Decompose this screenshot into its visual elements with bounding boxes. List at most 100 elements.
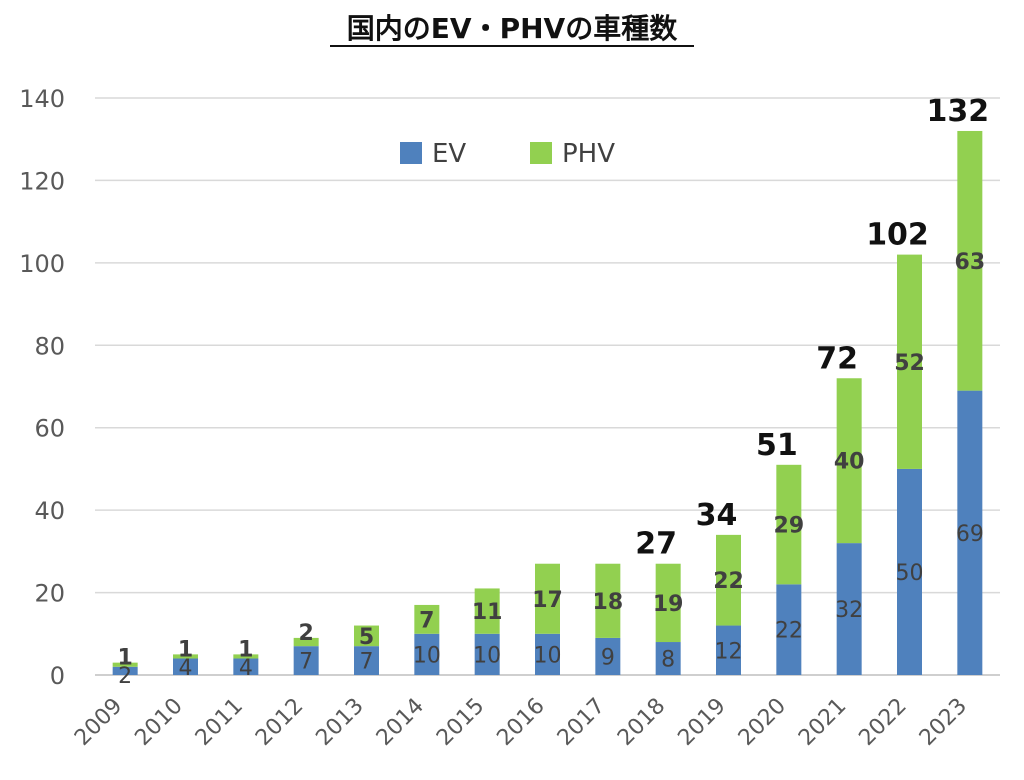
bars xyxy=(112,130,983,675)
y-tick-label-40: 40 xyxy=(34,497,65,525)
x-tick-label-2018: 2018 xyxy=(613,694,670,751)
bar-phv-2016 xyxy=(535,563,560,634)
x-tick-label-2017: 2017 xyxy=(553,694,610,751)
label-phv-2009: 1 xyxy=(118,646,133,671)
label-phv-2016: 17 xyxy=(532,588,563,613)
x-tick-label-2015: 2015 xyxy=(432,694,489,751)
bar-ev-2023 xyxy=(957,390,983,675)
y-tick-label-80: 80 xyxy=(34,332,65,360)
label-phv-2022: 52 xyxy=(894,351,925,376)
label-ev-2017: 9 xyxy=(601,645,615,670)
bar-phv-2014 xyxy=(414,604,440,634)
gridlines xyxy=(95,97,1000,594)
x-tick-label-2022: 2022 xyxy=(854,694,911,751)
total-label-2021: 72 xyxy=(816,341,858,376)
label-ev-2018: 8 xyxy=(661,648,675,673)
bar-ev-2016 xyxy=(535,633,560,675)
total-label-2018: 27 xyxy=(635,527,677,562)
bar-phv-2021 xyxy=(836,378,862,544)
bar-ev-2012 xyxy=(293,646,319,675)
label-ev-2015: 10 xyxy=(473,643,501,668)
x-tick-label-2019: 2019 xyxy=(673,694,730,751)
y-tick-label-60: 60 xyxy=(34,415,65,443)
total-label-2022: 102 xyxy=(866,218,929,253)
label-phv-2013: 5 xyxy=(359,625,374,650)
x-tick-label-2010: 2010 xyxy=(130,694,187,751)
x-tick-label-2023: 2023 xyxy=(915,694,972,751)
label-phv-2017: 18 xyxy=(593,590,624,615)
y-tick-label-100: 100 xyxy=(19,250,65,278)
label-ev-2023: 69 xyxy=(956,522,984,547)
label-phv-2010: 1 xyxy=(178,637,193,662)
bar-ev-2010 xyxy=(173,658,198,675)
bar-phv-2017 xyxy=(595,563,621,638)
label-ev-2019: 12 xyxy=(715,639,743,664)
bar-phv-2020 xyxy=(776,464,802,585)
bar-ev-2009 xyxy=(112,666,138,675)
label-phv-2012: 2 xyxy=(299,621,314,646)
x-tick-label-2014: 2014 xyxy=(372,694,429,751)
label-ev-2012: 7 xyxy=(299,650,313,675)
y-tick-label-0: 0 xyxy=(50,662,65,690)
label-ev-2021: 32 xyxy=(835,598,863,623)
bar-ev-2017 xyxy=(595,637,621,675)
bar-phv-2012 xyxy=(293,637,319,647)
bar-phv-2019 xyxy=(716,534,741,626)
bar-ev-2015 xyxy=(474,633,500,675)
bar-phv-2010 xyxy=(173,654,198,659)
bar-ev-2018 xyxy=(655,642,681,675)
label-ev-2022: 50 xyxy=(896,561,924,586)
label-phv-2011: 1 xyxy=(238,637,253,662)
label-phv-2015: 11 xyxy=(472,600,503,625)
x-axis: 2009 2010 2011 2012 2013 2014 2015 2016 2017 2018… xyxy=(70,694,972,751)
x-tick-label-2020: 2020 xyxy=(734,694,791,751)
bar-phv-2022 xyxy=(897,254,922,469)
bar-ev-2013 xyxy=(354,646,379,675)
y-tick-label-120: 120 xyxy=(19,167,65,195)
y-tick-label-20: 20 xyxy=(34,580,65,608)
label-ev-2009: 2 xyxy=(118,664,132,689)
x-tick-label-2009: 2009 xyxy=(70,694,127,751)
label-ev-2011: 4 xyxy=(239,656,253,681)
bar-phv-2009 xyxy=(112,662,138,667)
x-tick-label-2012: 2012 xyxy=(251,694,308,751)
bar-ev-2021 xyxy=(836,543,862,675)
bar-ev-2020 xyxy=(776,584,802,675)
label-phv-2021: 40 xyxy=(834,450,865,475)
bar-ev-2011 xyxy=(233,658,259,675)
total-label-2020: 51 xyxy=(756,428,798,463)
label-ev-2014: 10 xyxy=(413,643,441,668)
bar-phv-2011 xyxy=(233,654,259,659)
label-ev-2016: 10 xyxy=(534,643,562,668)
bar-phv-2013 xyxy=(354,625,379,647)
legend-label-phv: PHV xyxy=(562,139,615,169)
label-phv-2020: 29 xyxy=(774,514,805,539)
x-tick-label-2016: 2016 xyxy=(492,694,549,751)
x-tick-label-2013: 2013 xyxy=(311,694,368,751)
label-phv-2014: 7 xyxy=(419,608,434,633)
total-label-2019: 34 xyxy=(696,498,738,533)
bar-ev-2014 xyxy=(414,633,440,675)
legend-label-ev: EV xyxy=(432,139,466,169)
x-tick-label-2011: 2011 xyxy=(191,694,248,751)
legend-swatch-phv xyxy=(530,142,552,164)
bar-phv-2023 xyxy=(957,130,983,391)
label-phv-2018: 19 xyxy=(653,592,684,617)
label-ev-2013: 7 xyxy=(360,650,374,675)
label-phv-2019: 22 xyxy=(713,569,744,594)
chart-title-group: 国内のEV・PHVの車種数 xyxy=(330,12,694,47)
x-tick-label-2021: 2021 xyxy=(794,694,851,751)
legend-swatch-ev xyxy=(400,142,422,164)
bar-ev-2019 xyxy=(716,625,741,675)
total-label-2023: 132 xyxy=(927,94,990,129)
legend: EV PHV xyxy=(400,139,615,169)
label-ev-2020: 22 xyxy=(775,619,803,644)
chart-title: 国内のEV・PHVの車種数 xyxy=(347,12,678,45)
bar-phv-2018 xyxy=(655,563,681,643)
label-phv-2023: 63 xyxy=(955,250,986,275)
bar-phv-2015 xyxy=(474,588,500,634)
label-ev-2010: 4 xyxy=(179,656,193,681)
